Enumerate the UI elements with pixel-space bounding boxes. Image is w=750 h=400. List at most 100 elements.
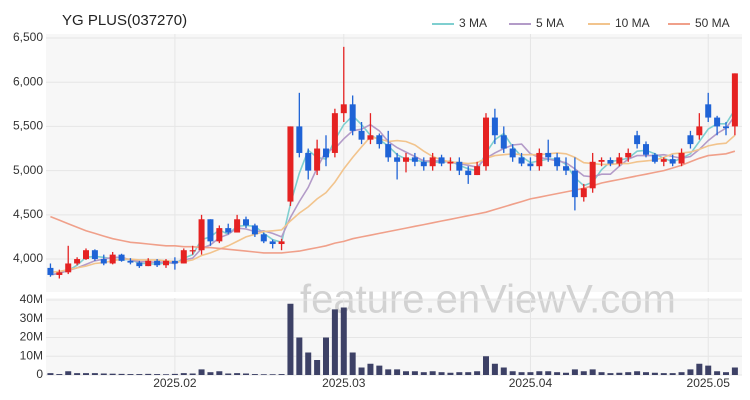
volume-bar: [527, 372, 534, 375]
price-panel: [46, 34, 742, 292]
candle-body: [723, 126, 729, 129]
volume-bar: [669, 373, 676, 375]
candle-body: [296, 126, 303, 153]
candle-body: [696, 126, 703, 136]
candle-body: [518, 157, 525, 164]
volume-bar: [198, 369, 205, 375]
volume-bar: [154, 374, 161, 375]
y-tick-label: 4,500: [13, 207, 43, 221]
candle-body: [580, 188, 587, 198]
x-tick-label: 2025.04: [509, 376, 553, 390]
volume-bar: [651, 372, 658, 375]
volume-bar: [349, 352, 356, 375]
candle-body: [198, 219, 205, 251]
volume-tick-label: 10M: [20, 348, 43, 362]
candle-body: [660, 159, 667, 162]
candle-body: [554, 157, 561, 167]
volume-bar: [118, 373, 125, 375]
volume-bar: [136, 374, 143, 375]
volume-bar: [563, 372, 569, 375]
volume-bar: [251, 374, 258, 375]
candle-body: [420, 161, 427, 167]
candle-body: [616, 157, 623, 164]
volume-bar: [323, 337, 329, 375]
volume-bar: [376, 365, 383, 375]
volume-bar: [180, 373, 187, 375]
candle-body: [340, 104, 347, 114]
candle-body: [100, 259, 107, 264]
candle-body: [251, 225, 258, 235]
volume-bar: [269, 374, 276, 375]
candle-body: [438, 157, 445, 164]
volume-bar: [731, 367, 738, 375]
volume-bar: [56, 374, 63, 375]
candle-body: [563, 166, 569, 171]
volume-bar: [260, 374, 267, 375]
volume-bar: [678, 372, 685, 375]
candle-body: [598, 160, 605, 162]
volume-bar: [420, 372, 427, 375]
candle-body: [714, 117, 721, 127]
candle-body: [456, 161, 463, 171]
y-tick-label: 6,000: [13, 74, 43, 88]
candle-body: [216, 228, 223, 242]
volume-bar: [331, 309, 338, 375]
volume-bar: [456, 372, 463, 375]
candle-body: [154, 260, 161, 266]
candle-body: [705, 104, 712, 118]
candle-body: [536, 152, 543, 167]
volume-bar: [243, 373, 249, 375]
candle-body: [189, 250, 196, 252]
volume-bar: [634, 371, 641, 375]
volume-bar: [509, 371, 516, 375]
volume-bar: [340, 307, 347, 375]
volume-bar: [598, 372, 605, 375]
candle-body: [145, 260, 152, 267]
y-tick-label: 5,500: [13, 119, 43, 133]
volume-bar: [296, 337, 303, 375]
legend-label: 50 MA: [695, 16, 730, 30]
y-tick-label: 5,000: [13, 163, 43, 177]
volume-bar: [714, 371, 721, 375]
volume-bar: [47, 373, 54, 375]
candle-body: [625, 152, 632, 158]
volume-bar: [394, 369, 401, 375]
x-tick-label: 2025.05: [687, 376, 731, 390]
volume-bar: [91, 373, 98, 375]
volume-bar: [723, 372, 729, 375]
candle-body: [376, 135, 383, 145]
candle-body: [56, 272, 63, 275]
y-tick-label: 6,500: [13, 30, 43, 44]
volume-bar: [474, 371, 481, 375]
volume-bar: [207, 372, 214, 375]
volume-bar: [83, 373, 89, 375]
candle-body: [607, 160, 614, 164]
volume-bar: [554, 372, 561, 375]
candle-body: [465, 170, 472, 176]
volume-bar: [643, 372, 649, 375]
volume-bar: [491, 363, 498, 375]
volume-bar: [687, 369, 694, 375]
volume-bar: [465, 372, 472, 375]
volume-bar: [189, 373, 196, 375]
candle-body: [731, 73, 738, 127]
candle-body: [491, 117, 498, 136]
volume-bar: [696, 363, 703, 375]
candle-body: [500, 135, 507, 149]
volume-bar: [403, 371, 409, 375]
candle-body: [180, 250, 187, 264]
volume-bar: [234, 373, 241, 375]
candle-body: [65, 263, 72, 273]
volume-bar: [518, 372, 525, 375]
candle-body: [260, 234, 267, 242]
volume-bar: [216, 371, 223, 375]
volume-bar: [429, 371, 436, 375]
candle-body: [83, 250, 89, 260]
volume-bar: [127, 374, 134, 375]
volume-panel: [46, 298, 742, 375]
volume-bar: [607, 373, 614, 375]
candle-body: [225, 228, 232, 233]
candle-body: [669, 159, 676, 164]
volume-bar: [145, 373, 152, 375]
